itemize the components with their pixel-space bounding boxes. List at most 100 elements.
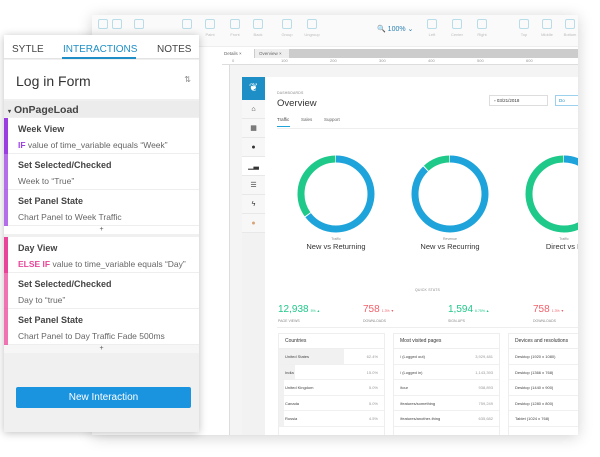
chart-icon[interactable]: ▁▃	[242, 157, 265, 176]
table-row[interactable]: /features/another-thing 635,682	[394, 411, 499, 427]
toolbar-ungroup-button[interactable]: Ungroup	[297, 19, 327, 37]
bolt-icon[interactable]: ϟ	[242, 195, 265, 214]
table-row[interactable]: Desktop (1920 x 1080)	[509, 349, 578, 365]
toolbar-label: Ungroup	[304, 32, 320, 37]
table-row[interactable]: Tablet (1024 x 768)	[509, 411, 578, 427]
toolbar-label: Bottom	[563, 32, 577, 37]
row-label: /tour	[400, 385, 409, 390]
toolbar-bottom-button[interactable]: Bottom	[555, 19, 578, 37]
donut-title: New vs Returning	[306, 242, 365, 251]
tab-support[interactable]: Support	[324, 117, 340, 122]
table-row[interactable]: India 15.0%	[279, 364, 384, 380]
row-label: / (Logged in)	[400, 369, 423, 375]
toolbar-center-button[interactable]: Center	[442, 19, 472, 37]
stat-value-row: 1,594 6.75% ▲	[448, 299, 489, 317]
stat-change: 5% ▲	[310, 309, 321, 313]
tab-sales[interactable]: Sales	[301, 117, 313, 122]
tab-overview[interactable]: Overview ×	[255, 49, 289, 58]
interaction-case[interactable]: Week View IF value of time_variable equal…	[4, 118, 199, 226]
editor-window: Paint Front Back Group Ungroup Left Center Righ…	[92, 15, 578, 435]
table-card: Countries United States 62.4% India 15.0% Uni…	[278, 333, 385, 435]
sort-icon[interactable]: ⇅	[184, 75, 191, 84]
bottom-icon	[565, 19, 575, 29]
case-condition[interactable]: Week View IF value of time_variable equal…	[4, 118, 199, 154]
add-action-button[interactable]: +	[4, 226, 199, 234]
share-bar	[279, 411, 284, 426]
page-button[interactable]	[96, 19, 110, 32]
toolbar-label: Left	[428, 32, 436, 37]
app-sidebar: ❦ ⌂ ▦ ● ▁▃ ☰ ϟ ●	[242, 77, 265, 435]
toolbar-left-button[interactable]: Left	[417, 19, 447, 37]
tab-traffic[interactable]: Traffic	[277, 117, 290, 122]
table-row[interactable]: Desktop (1280 x 800)	[509, 396, 578, 411]
grid-icon[interactable]: ▦	[242, 119, 265, 138]
toolbar-group-button[interactable]: Group	[272, 19, 302, 37]
row-label: Desktop (1440 x 900)	[515, 385, 554, 390]
middle-icon	[542, 19, 552, 29]
tab-underline	[277, 126, 290, 127]
zoom-select[interactable]: 🔍 100% ⌄	[377, 26, 414, 33]
row-value: 62.4%	[366, 354, 378, 359]
row-label: Russia	[285, 416, 298, 421]
tab-interactions[interactable]: INTERACTIONS	[63, 44, 138, 55]
toolbar-label: Front	[230, 32, 240, 37]
table-row[interactable]: /tour 938,893	[394, 380, 499, 396]
flow-icon	[134, 19, 144, 29]
table-row[interactable]: /features/something 759,249	[394, 396, 499, 411]
avatar[interactable]: ●	[242, 214, 265, 233]
toolbar-middle-button[interactable]: Middle	[532, 19, 562, 37]
table-row[interactable]: United States 62.4%	[279, 349, 384, 365]
date-input[interactable]: ▫ 03/21/2018	[489, 95, 548, 106]
toolbar-back-button[interactable]: Back	[243, 19, 273, 37]
toolbar-right-button[interactable]: Right	[467, 19, 497, 37]
share-bar	[279, 380, 285, 395]
table-row[interactable]: Russia 4.5%	[279, 411, 384, 427]
action-item[interactable]: Set Selected/Checked Week to “True”	[4, 154, 199, 190]
list-icon[interactable]: ☰	[242, 176, 265, 195]
flow-button[interactable]	[132, 19, 146, 32]
table-row[interactable]: / (Logged out) 3,929,481	[394, 349, 499, 365]
interaction-case[interactable]: Day View ELSE IF value to time_variable e…	[4, 237, 199, 345]
case-condition[interactable]: Day View ELSE IF value to time_variable e…	[4, 237, 199, 273]
dynamic-panel-button[interactable]	[110, 19, 124, 32]
insert-button[interactable]	[180, 19, 194, 32]
item-text: value to time_variable equals “Day”	[50, 259, 186, 269]
case-color-bar	[4, 190, 8, 226]
widget-name: Log in Form ⇅	[4, 60, 199, 99]
add-action-button[interactable]: +	[4, 345, 199, 353]
action-item[interactable]: Set Panel State Chart Panel to Week Traff…	[4, 190, 199, 226]
toolbar-label: Top	[520, 32, 528, 37]
item-text: Chart Panel to Day Traffic Fade 500ms	[18, 331, 165, 341]
toolbar-front-button[interactable]: Front	[220, 19, 250, 37]
download-button[interactable]: Do	[555, 95, 578, 106]
toolbar-top-button[interactable]: Top	[509, 19, 539, 37]
action-item[interactable]: Set Selected/Checked Day to “true”	[4, 273, 199, 309]
tab-label: Details	[224, 51, 238, 56]
condition-keyword: ELSE IF	[18, 259, 51, 269]
tab-details[interactable]: Details ×	[220, 49, 254, 58]
share-bar	[279, 395, 285, 410]
globe-icon[interactable]: ●	[242, 138, 265, 157]
toolbar-paint-button[interactable]: Paint	[195, 19, 225, 37]
tab-style[interactable]: SYTLE	[12, 44, 44, 55]
new-interaction-button[interactable]: New Interaction	[16, 387, 191, 408]
ruler-tick: 0	[232, 58, 235, 63]
table-row[interactable]: United Kingdom 5.0%	[279, 380, 384, 396]
collapse-caret-icon[interactable]: ▾	[8, 109, 12, 115]
table-row[interactable]: Desktop (1440 x 900)	[509, 380, 578, 396]
ruler-tick: 500	[477, 58, 484, 63]
table-row[interactable]: Canada 5.0%	[279, 395, 384, 411]
canvas: ❦ ⌂ ▦ ● ▁▃ ☰ ϟ ● DASHBOARDS Overview ▫ 0…	[230, 65, 578, 435]
action-item[interactable]: Set Panel State Chart Panel to Day Traffi…	[4, 309, 199, 345]
divider	[277, 327, 578, 328]
table-row[interactable]: / (Logged in) 1,143,393	[394, 365, 499, 380]
row-label: /features/another-thing	[400, 416, 441, 421]
condition-keyword: IF	[18, 140, 26, 150]
item-detail: Week to “True”	[18, 176, 199, 186]
event-onpageload[interactable]: ▾ OnPageLoad	[4, 101, 199, 117]
tab-notes[interactable]: NOTES	[157, 44, 192, 55]
share-bar	[279, 364, 295, 379]
home-icon[interactable]: ⌂	[242, 100, 265, 119]
donut-segment-blue	[297, 155, 375, 233]
table-row[interactable]: Desktop (1366 x 768)	[509, 365, 578, 380]
